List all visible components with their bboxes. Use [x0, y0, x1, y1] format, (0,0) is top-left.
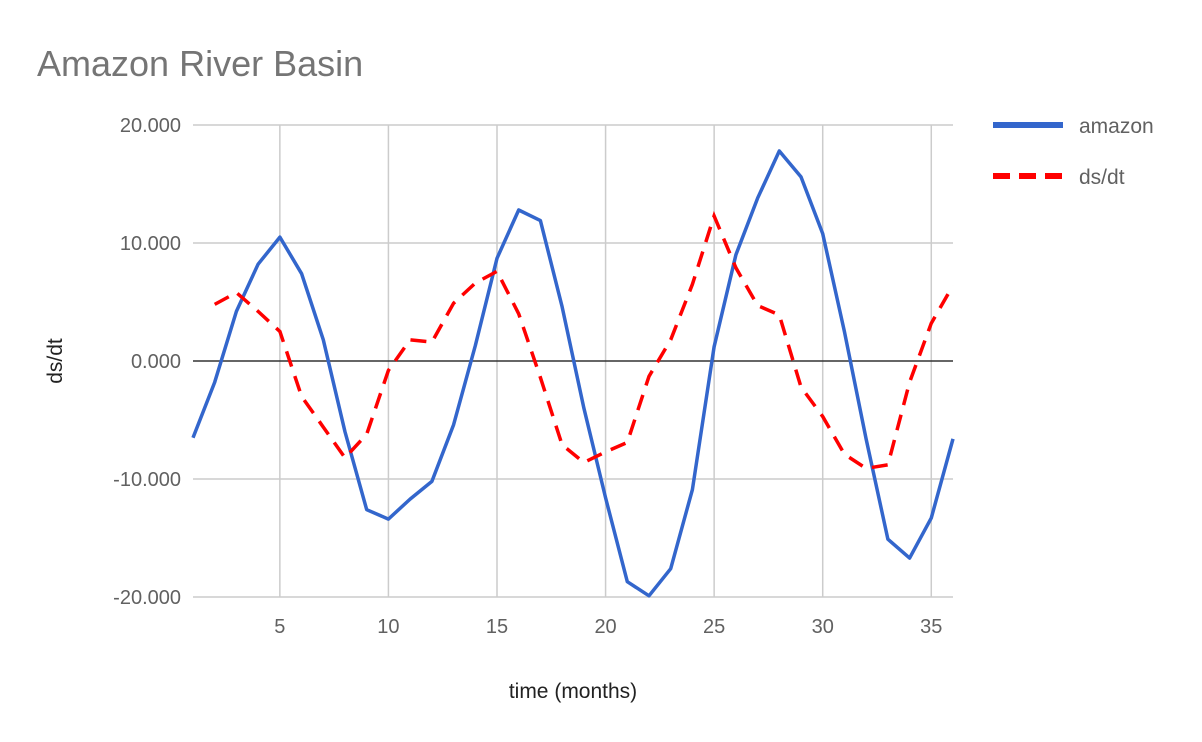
- x-tick-label: 5: [274, 616, 285, 638]
- series-layer: [191, 149, 955, 598]
- x-tick-label: 35: [920, 616, 942, 638]
- x-axis-ticks: 5 10 15 20 25 30 35: [274, 616, 942, 638]
- series-line-1: [213, 210, 955, 471]
- y-axis-ticks: 20.000 10.000 0.000 -10.000 -20.000: [113, 115, 181, 609]
- y-tick-label: -20.000: [113, 587, 181, 609]
- legend-label: ds/dt: [1079, 166, 1125, 189]
- x-tick-label: 10: [377, 616, 399, 638]
- x-axis-title: time (months): [509, 680, 637, 703]
- y-tick-label: 20.000: [120, 115, 181, 137]
- series-line-0: [191, 149, 955, 598]
- x-tick-label: 30: [812, 616, 834, 638]
- y-axis-title: ds/dt: [44, 338, 67, 384]
- x-tick-label: 15: [486, 616, 508, 638]
- y-tick-label: -10.000: [113, 469, 181, 491]
- y-tick-label: 10.000: [120, 233, 181, 255]
- x-tick-label: 25: [703, 616, 725, 638]
- legend: amazon ds/dt: [993, 115, 1154, 189]
- x-tick-label: 20: [594, 616, 616, 638]
- chart-title: Amazon River Basin: [37, 43, 363, 84]
- y-tick-label: 0.000: [131, 351, 181, 373]
- legend-label: amazon: [1079, 115, 1154, 138]
